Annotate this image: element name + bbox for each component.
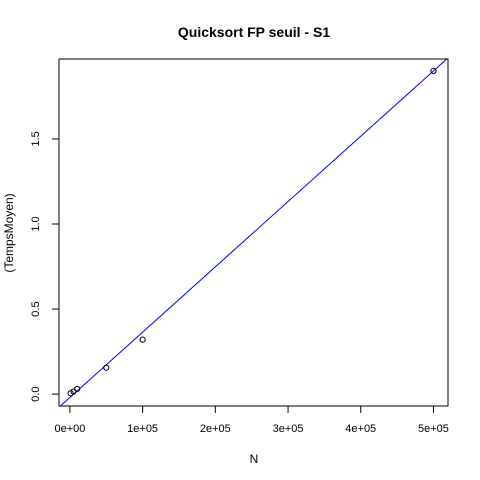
x-tick-label: 4e+05 <box>345 423 376 435</box>
chart-title: Quicksort FP seuil - S1 <box>178 24 330 40</box>
x-tick-label: 5e+05 <box>418 423 449 435</box>
x-tick-label: 3e+05 <box>273 423 304 435</box>
scatter-point <box>139 336 146 343</box>
x-tick-label: 1e+05 <box>127 423 158 435</box>
x-axis-label: N <box>250 452 259 466</box>
scatter-point <box>74 385 81 393</box>
y-tick-label: 1.5 <box>30 131 42 146</box>
y-tick-label: 0.5 <box>30 301 42 316</box>
scatter-point <box>103 364 110 371</box>
x-tick-label: 0e+00 <box>54 423 85 435</box>
y-tick-label: 0.0 <box>30 386 42 401</box>
scatter-point <box>430 67 437 75</box>
y-tick-label: 1.0 <box>30 216 42 231</box>
plot-frame <box>58 58 449 407</box>
scatter-points <box>67 67 437 397</box>
regression-line <box>59 59 448 406</box>
regression-line-group <box>59 59 448 406</box>
y-axis-label: (TempsMoyen) <box>2 193 16 272</box>
x-tick-label: 2e+05 <box>200 423 231 435</box>
